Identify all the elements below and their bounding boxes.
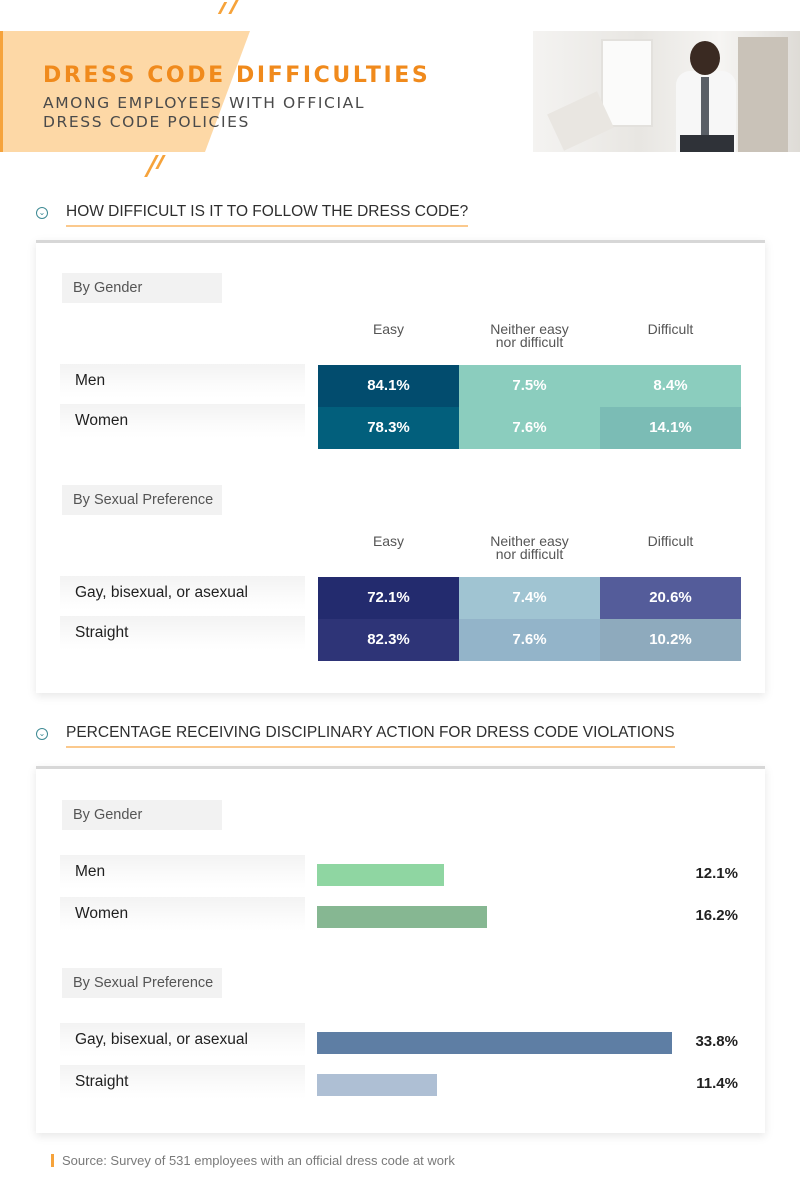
table-cell: 84.1% — [318, 365, 459, 407]
table-cell: 14.1% — [600, 407, 741, 449]
panel-label: By Gender — [62, 273, 222, 303]
chevron-circle-icon: ⌄ — [36, 207, 48, 219]
chevron-circle-icon: ⌄ — [36, 728, 48, 740]
panel-label: By Sexual Preference — [62, 485, 222, 515]
bar-value-label: 11.4% — [696, 1075, 738, 1092]
panel-label: By Gender — [62, 800, 222, 830]
row-label: Gay, bisexual, or asexual — [60, 1023, 305, 1057]
column-header: Easy — [372, 533, 405, 549]
section-title: HOW DIFFICULT IS IT TO FOLLOW THE DRESS … — [66, 203, 469, 227]
row-label: Straight — [60, 1065, 305, 1099]
decor-slash — [228, 0, 239, 14]
photo-man-trousers — [680, 135, 734, 152]
page-title: DRESS CODE DIFFICULTIES — [43, 63, 431, 88]
panel-label: By Sexual Preference — [62, 968, 222, 998]
row-label: Men — [60, 364, 305, 398]
column-header: Difficult — [647, 533, 694, 549]
section-title: PERCENTAGE RECEIVING DISCIPLINARY ACTION… — [66, 724, 675, 748]
row-label: Men — [60, 855, 305, 889]
bar — [317, 1074, 437, 1096]
column-header: Neither easy nor difficult — [490, 533, 569, 562]
header-accent-edge — [0, 31, 3, 152]
table-cell: 7.6% — [459, 619, 600, 661]
photo-man-head — [690, 41, 720, 75]
table-cell: 7.6% — [459, 407, 600, 449]
table-cell: 7.5% — [459, 365, 600, 407]
bar-value-label: 16.2% — [695, 907, 738, 924]
row-label: Women — [60, 404, 305, 438]
table-cell: 20.6% — [600, 577, 741, 619]
bar-value-label: 12.1% — [695, 865, 738, 882]
decor-slash — [217, 2, 228, 14]
row-label: Straight — [60, 616, 305, 650]
column-header: Neither easy nor difficult — [490, 321, 569, 350]
photo-door — [738, 37, 788, 152]
row-label: Women — [60, 897, 305, 931]
column-header: Easy — [372, 321, 405, 337]
bar — [317, 906, 487, 928]
table-cell: 7.4% — [459, 577, 600, 619]
difficulty-card: By Gender Easy Neither easy nor difficult Di… — [36, 240, 765, 693]
header-orange-panel — [0, 31, 250, 152]
table-cell: 78.3% — [318, 407, 459, 449]
table-cell: 8.4% — [600, 365, 741, 407]
discipline-card: By Gender Men 12.1% Women 16.2% By Sexual Pre… — [36, 766, 765, 1133]
header-photo — [533, 31, 800, 152]
header-band — [0, 31, 800, 152]
table-cell: 72.1% — [318, 577, 459, 619]
source-note: Source: Survey of 531 employees with an … — [51, 1154, 455, 1167]
photo-window — [601, 39, 653, 127]
bar — [317, 864, 444, 886]
table-cell: 82.3% — [318, 619, 459, 661]
bar — [317, 1032, 672, 1054]
page-subtitle: AMONG EMPLOYEES WITH OFFICIAL DRESS CODE… — [43, 94, 366, 131]
photo-man-tie — [701, 77, 709, 141]
row-label: Gay, bisexual, or asexual — [60, 576, 305, 610]
bar-value-label: 33.8% — [695, 1033, 738, 1050]
table-cell: 10.2% — [600, 619, 741, 661]
column-header: Difficult — [647, 321, 694, 337]
